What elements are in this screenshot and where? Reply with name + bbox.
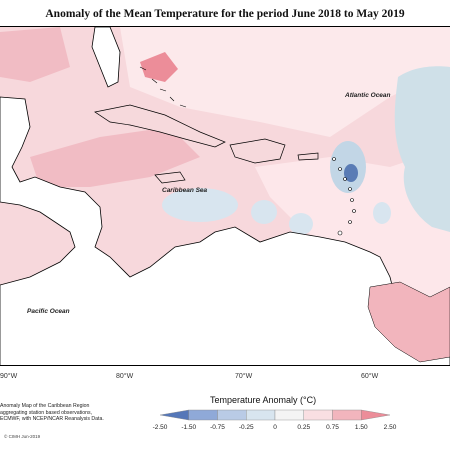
bahamas-islands <box>139 66 187 108</box>
florida-land <box>91 27 121 88</box>
anomaly-map: Atlantic Ocean Caribbean Sea Pacific Oce… <box>0 26 450 366</box>
legend-colorbar <box>159 409 391 421</box>
credits-text: Anomaly Map of the Caribbean Region aggr… <box>0 403 105 423</box>
anomaly-field-cool-atlantic <box>394 66 450 232</box>
legend-swatch <box>332 409 362 421</box>
legend-swatch <box>274 409 304 421</box>
anomaly-field-light-east <box>255 147 450 327</box>
pacific-ocean-label: Pacific Ocean <box>27 308 70 315</box>
anomaly-field-cool-small2 <box>289 213 313 235</box>
lesser-antilles-islands <box>332 157 356 236</box>
credit-line: Anomaly Map of the Caribbean Region <box>0 403 90 409</box>
anomaly-field-warm-bahamas <box>140 52 178 82</box>
anomaly-field-cool-small3 <box>373 202 391 224</box>
guianas-warm-field <box>367 281 450 363</box>
longitude-label: 60°W <box>361 373 379 380</box>
anomaly-field-cool-core <box>344 164 358 182</box>
legend-swatch <box>217 409 247 421</box>
credit-line: aggregating station based observations, <box>0 409 92 416</box>
legend-swatch <box>188 409 218 421</box>
credit-line: ECMWF, with NCEP/NCAR Reanalysis Data. <box>0 416 104 423</box>
anomaly-field-light-north <box>120 27 450 137</box>
legend-tick-label: -1.50 <box>181 424 197 431</box>
legend-tick-label: 0 <box>273 424 277 431</box>
map-canvas: Atlantic Ocean Caribbean Sea Pacific Oce… <box>0 27 450 365</box>
legend-swatch <box>246 409 276 421</box>
legend-tick-label: 0.25 <box>297 424 311 431</box>
anomaly-field-cool-small1 <box>251 200 277 224</box>
legend-swatch <box>303 409 333 421</box>
legend-swatch <box>159 409 189 421</box>
legend-tick-label: -0.75 <box>210 424 225 431</box>
legend-tick-label: 2.50 <box>383 424 397 431</box>
legend-tick-label: -2.50 <box>152 424 168 431</box>
anomaly-field-cool-sea <box>162 188 238 222</box>
puerto-rico-land <box>297 152 319 161</box>
caribbean-sea-label: Caribbean Sea <box>162 187 208 194</box>
legend-tick-label: -0.25 <box>238 424 254 431</box>
hispaniola-land <box>229 138 286 164</box>
mainland-land <box>0 96 450 365</box>
anomaly-field-warm-central <box>30 127 200 187</box>
anomaly-field-warm-nw <box>0 27 70 82</box>
longitude-label: 80°W <box>116 373 134 380</box>
legend-tick-label: 1.50 <box>354 424 368 431</box>
jamaica-land <box>154 171 186 184</box>
longitude-label: 70°W <box>235 373 253 380</box>
map-title: Anomaly of the Mean Temperature for the … <box>45 8 405 20</box>
legend-title: Temperature Anomaly (°C) <box>210 395 317 405</box>
copyright-text: © CIMH Jun-2019 <box>4 434 41 439</box>
cuba-land <box>94 104 226 148</box>
legend-tick-label: 0.75 <box>326 424 339 431</box>
longitude-label: 90°W <box>0 373 18 380</box>
atlantic-ocean-label: Atlantic Ocean <box>344 92 391 99</box>
legend-swatch <box>361 409 391 421</box>
